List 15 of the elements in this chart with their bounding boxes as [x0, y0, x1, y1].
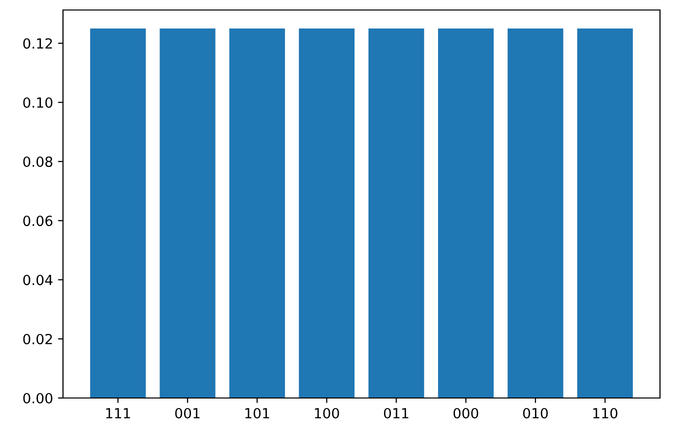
y-tick-label: 0.02 [23, 334, 52, 344]
y-tick-label: 0.00 [23, 392, 52, 404]
x-tick-label: 110 [593, 408, 618, 418]
x-tick-label: 000 [454, 408, 478, 418]
y-tick-label: 0.12 [23, 38, 52, 49]
x-tick-label: 010 [523, 408, 548, 418]
y-tick-label: 0.10 [23, 97, 52, 108]
x-tick-label: 101 [245, 408, 270, 418]
x-tick-label: 011 [384, 408, 408, 418]
y-tick-label: 0.08 [23, 156, 52, 167]
y-tick-label: 0.04 [23, 274, 52, 286]
y-tick-label: 0.06 [23, 216, 52, 226]
x-tick-label: 001 [175, 408, 200, 418]
x-tick-label: 100 [314, 408, 340, 418]
x-tick-label: 111 [106, 408, 130, 418]
